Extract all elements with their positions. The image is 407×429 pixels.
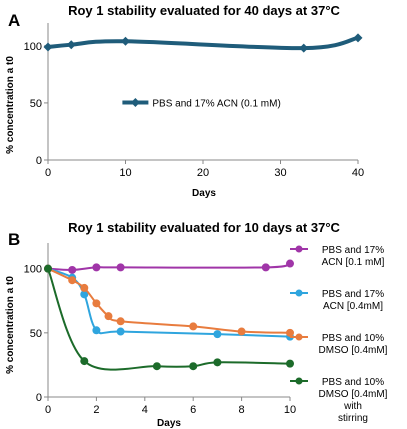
panel-a-y-tick-label: 50 [30, 98, 42, 110]
panel-a-data-point [121, 36, 130, 46]
panel-b-series-line [47, 267, 291, 334]
panel-b-data-point [213, 330, 222, 339]
panel-b-legend-entry: PBS and 17% ACN [0.1 mM] [322, 245, 385, 268]
panel-b-y-tick-label: 0 [36, 392, 42, 404]
panel-b-data-point [213, 358, 222, 367]
panel-b-data-point [80, 283, 89, 292]
panel-b-legend-marker [295, 289, 303, 297]
panel-b-data-point [92, 326, 101, 335]
panel-b-x-tick-label: 4 [142, 404, 148, 416]
panel-b-data-point [80, 357, 89, 366]
panel-b-legend-marker [295, 333, 303, 341]
panel-b-x-tick-label: 0 [45, 404, 51, 416]
panel-b-data-point [92, 299, 101, 308]
panel-a-y-axis-label: % concentration a t0 [5, 56, 16, 154]
panel-b-data-point [116, 327, 125, 336]
panel-b-data-point [44, 264, 52, 273]
panel-a-x-tick-label: 30 [274, 167, 286, 179]
panel-b-series-line [47, 262, 291, 271]
panel-b-data-point [261, 263, 270, 272]
panel-a-data-point [43, 42, 53, 52]
panel-a-x-tick-label: 0 [45, 167, 51, 179]
panel-b-data-point [104, 312, 113, 321]
panel-b-x-tick-label: 10 [284, 404, 296, 416]
panel-a-legend-entry: PBS and 17% ACN (0.1 mM) [152, 98, 280, 109]
panel-b-data-point [92, 263, 101, 272]
panel-b-data-point [286, 359, 294, 368]
panel-b-legend-entry: PBS and 10% DMSO [0.4mM] with stirring [319, 377, 388, 424]
panel-b-data-point [68, 276, 77, 285]
panel-b-data-point [286, 259, 294, 268]
panel-b-data-point [189, 362, 198, 371]
panel-b-series-line [47, 267, 291, 338]
panel-b-data-point [237, 327, 246, 336]
panel-b-label: B [8, 230, 20, 249]
panel-b-legend-entry: PBS and 17% ACN [0.4mM] [322, 289, 384, 312]
panel-a-data-point [66, 40, 76, 50]
panel-b-y-axis-label: % concentration a t0 [5, 276, 16, 374]
panel-a-plot: 0 50 100 0 10 20 30 40 PBS and 17% ACN (0.1 mM) [24, 23, 364, 179]
panel-b-data-point [152, 362, 161, 371]
panel-b-data-point [116, 317, 125, 326]
panel-b-x-tick-label: 6 [190, 404, 196, 416]
panel-a-data-point [353, 33, 363, 43]
panel-a-title: Roy 1 stability evaluated for 40 days at… [68, 3, 340, 18]
panel-b-legend-marker [295, 377, 303, 385]
panel-b-series-line [47, 267, 291, 371]
panel-a-data-point [299, 43, 309, 53]
panel-b-legend-marker [295, 245, 303, 253]
panel-a-y-tick-label: 0 [36, 155, 42, 167]
panel-b-x-tick-label: 2 [93, 404, 99, 416]
panel-b-legend-entry: PBS and 10% DMSO [0.4mM] [319, 333, 388, 356]
panel-a-label: A [8, 11, 20, 30]
panel-a-x-tick-label: 20 [197, 167, 209, 179]
panel-b-data-point [80, 290, 89, 299]
panel-a-legend-marker [130, 97, 140, 107]
panel-a-series-line [46, 35, 360, 51]
panel-b-x-axis-label: Days [157, 418, 181, 429]
panel-b-data-point [286, 328, 294, 337]
panel-b-title: Roy 1 stability evaluated for 10 days at… [68, 220, 340, 235]
panel-a-x-tick-label: 40 [352, 167, 364, 179]
panel-b-x-tick-label: 8 [239, 404, 245, 416]
panel-b-data-point [116, 263, 125, 272]
panel-a-x-tick-label: 10 [119, 167, 131, 179]
panel-a-x-axis-label: Days [192, 188, 216, 199]
panel-b-data-point [189, 322, 198, 331]
panel-b-y-tick-label: 100 [24, 264, 42, 276]
panel-b-plot: 0 50 100 0 2 4 6 8 10 PBS and 17% ACN [0.1 mM] PBS … [24, 243, 388, 424]
panel-b-data-point [68, 265, 77, 274]
panel-b-y-tick-label: 50 [30, 328, 42, 340]
panel-a-y-tick-label: 100 [24, 41, 42, 53]
